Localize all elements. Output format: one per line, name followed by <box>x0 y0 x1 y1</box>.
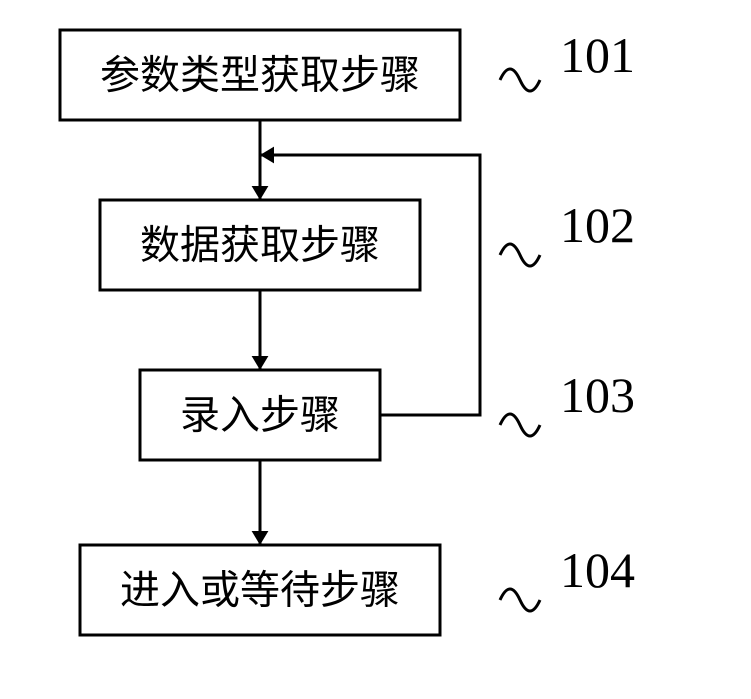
flow-node-label-n2: 数据获取步骤 <box>140 223 380 268</box>
flow-node-number-n1: 101 <box>560 27 635 83</box>
flow-node-label-n1: 参数类型获取步骤 <box>100 53 420 98</box>
flowchart-canvas: 参数类型获取步骤 101 数据获取步骤 102 录入步骤 103 进入或等待步骤 104 <box>0 0 751 699</box>
flow-node-number-n2: 102 <box>560 197 635 253</box>
flow-node-number-n4: 104 <box>560 542 635 598</box>
edge-n3-n2 <box>260 155 480 415</box>
flow-node-number-n3: 103 <box>560 367 635 423</box>
flow-node-label-n3: 录入步骤 <box>180 393 340 438</box>
flow-node-label-n4: 进入或等待步骤 <box>120 568 400 613</box>
